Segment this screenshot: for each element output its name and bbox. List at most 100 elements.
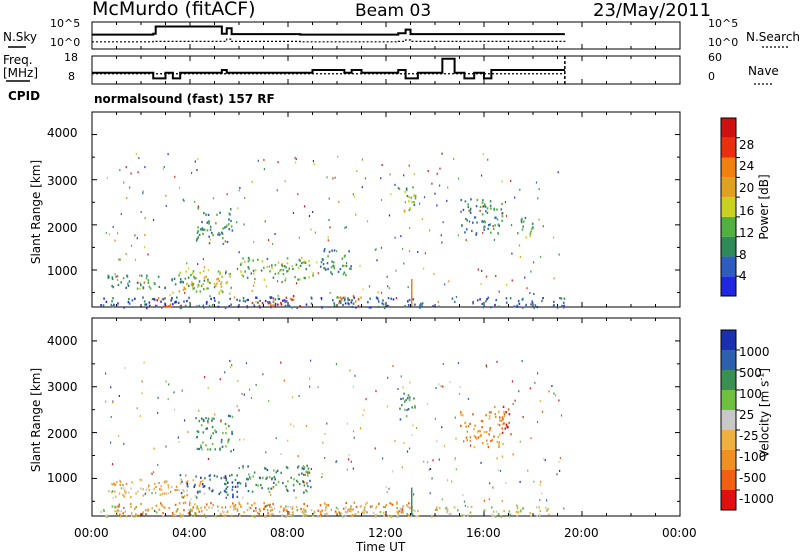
heatmap-cell bbox=[126, 275, 129, 278]
heatmap-cell bbox=[157, 297, 160, 300]
heatmap-speckle bbox=[489, 482, 491, 485]
heatmap-speckle bbox=[442, 385, 444, 388]
heatmap-cell bbox=[258, 512, 261, 516]
heatmap-cell bbox=[308, 276, 310, 279]
heatmap-speckle bbox=[417, 251, 419, 254]
heatmap-cell bbox=[283, 507, 286, 510]
heatmap-speckle bbox=[457, 234, 459, 237]
heatmap-speckle bbox=[394, 183, 396, 186]
heatmap-cell bbox=[295, 505, 298, 508]
heatmap-cell bbox=[282, 509, 285, 512]
heatmap-speckle bbox=[134, 258, 137, 261]
heatmap-cell bbox=[163, 305, 166, 308]
heatmap-cell bbox=[490, 207, 492, 210]
heatmap-cell bbox=[231, 488, 234, 491]
heatmap-cell bbox=[279, 268, 282, 272]
heatmap-cell bbox=[291, 511, 294, 514]
velocity-colorbar-segment bbox=[721, 430, 736, 450]
heatmap-speckle bbox=[112, 483, 114, 486]
freq-tick-bottom: 8 bbox=[68, 70, 75, 83]
power-cbar-tick-28: 28 bbox=[739, 138, 755, 152]
heatmap-cell bbox=[333, 302, 335, 305]
heatmap-speckle bbox=[183, 419, 186, 422]
heatmap-cell bbox=[457, 509, 459, 512]
heatmap-speckle bbox=[237, 380, 239, 383]
heatmap-cell bbox=[277, 303, 279, 306]
heatmap-cell bbox=[446, 510, 449, 513]
heatmap-cell bbox=[259, 306, 261, 309]
heatmap-cell bbox=[266, 476, 268, 479]
heatmap-cell bbox=[247, 298, 249, 302]
heatmap-cell bbox=[135, 514, 138, 517]
heatmap-cell bbox=[163, 481, 166, 484]
heatmap-speckle bbox=[144, 166, 146, 169]
heatmap-cell bbox=[102, 509, 105, 512]
heatmap-cell bbox=[186, 489, 188, 492]
heatmap-cell bbox=[142, 494, 145, 497]
heatmap-cell bbox=[242, 296, 245, 300]
heatmap-cell bbox=[518, 302, 521, 305]
heatmap-cell bbox=[130, 487, 132, 490]
heatmap-speckle bbox=[374, 248, 376, 251]
heatmap-cell bbox=[396, 501, 398, 504]
heatmap-cell bbox=[202, 282, 205, 286]
heatmap-speckle bbox=[428, 229, 431, 232]
heatmap-cell bbox=[290, 513, 292, 517]
heatmap-cell bbox=[501, 431, 504, 434]
heatmap-cell bbox=[209, 281, 211, 285]
heatmap-cell bbox=[182, 496, 185, 499]
heatmap-cell bbox=[225, 270, 227, 273]
heatmap-cell bbox=[225, 487, 228, 490]
heatmap-cell bbox=[176, 509, 179, 512]
heatmap-speckle bbox=[303, 481, 305, 484]
heatmap-speckle bbox=[134, 234, 136, 237]
heatmap-cell bbox=[236, 485, 239, 488]
heatmap-cell bbox=[481, 420, 484, 423]
heatmap-speckle bbox=[390, 193, 392, 196]
heatmap-cell bbox=[205, 427, 207, 431]
heatmap-speckle bbox=[280, 453, 282, 456]
heatmap-cell bbox=[303, 276, 306, 279]
heatmap-cell bbox=[326, 262, 329, 265]
heatmap-cell bbox=[266, 265, 269, 269]
xtick-1600: 16:00 bbox=[466, 526, 501, 540]
heatmap-cell bbox=[483, 430, 486, 434]
heatmap-cell bbox=[389, 501, 391, 505]
heatmap-cell bbox=[116, 513, 118, 516]
heatmap-cell bbox=[198, 280, 201, 283]
heatmap-speckle bbox=[558, 460, 560, 463]
heatmap-cell bbox=[320, 305, 323, 309]
heatmap-cell bbox=[465, 425, 467, 428]
heatmap-cell bbox=[247, 260, 250, 263]
heatmap-cell bbox=[536, 514, 538, 518]
heatmap-speckle bbox=[291, 396, 294, 399]
heatmap-cell bbox=[181, 495, 183, 498]
heatmap-speckle bbox=[244, 260, 246, 263]
heatmap-cell bbox=[408, 399, 411, 402]
heatmap-cell bbox=[184, 277, 187, 280]
heatmap-speckle bbox=[459, 386, 461, 389]
heatmap-cell bbox=[303, 484, 306, 487]
heatmap-cell bbox=[360, 296, 362, 299]
heatmap-speckle bbox=[362, 414, 364, 417]
heatmap-cell bbox=[169, 303, 172, 306]
heatmap-cell bbox=[299, 259, 301, 262]
heatmap-cell bbox=[200, 444, 202, 447]
heatmap-cell bbox=[180, 478, 183, 481]
heatmap-cell bbox=[466, 219, 469, 222]
heatmap-cell bbox=[200, 228, 202, 231]
heatmap-cell bbox=[460, 198, 463, 202]
heatmap-speckle bbox=[123, 506, 125, 509]
heatmap-cell bbox=[208, 242, 211, 245]
heatmap-cell bbox=[322, 263, 325, 266]
heatmap-cell bbox=[218, 231, 220, 235]
heatmap-speckle bbox=[403, 174, 405, 177]
heatmap-cell bbox=[119, 483, 122, 487]
heatmap-speckle bbox=[294, 156, 296, 159]
heatmap-cell bbox=[159, 502, 162, 505]
heatmap-cell bbox=[363, 512, 366, 515]
heatmap-cell bbox=[384, 505, 387, 509]
heatmap-cell bbox=[273, 481, 275, 484]
heatmap-cell bbox=[266, 468, 269, 472]
heatmap-speckle bbox=[295, 496, 297, 499]
